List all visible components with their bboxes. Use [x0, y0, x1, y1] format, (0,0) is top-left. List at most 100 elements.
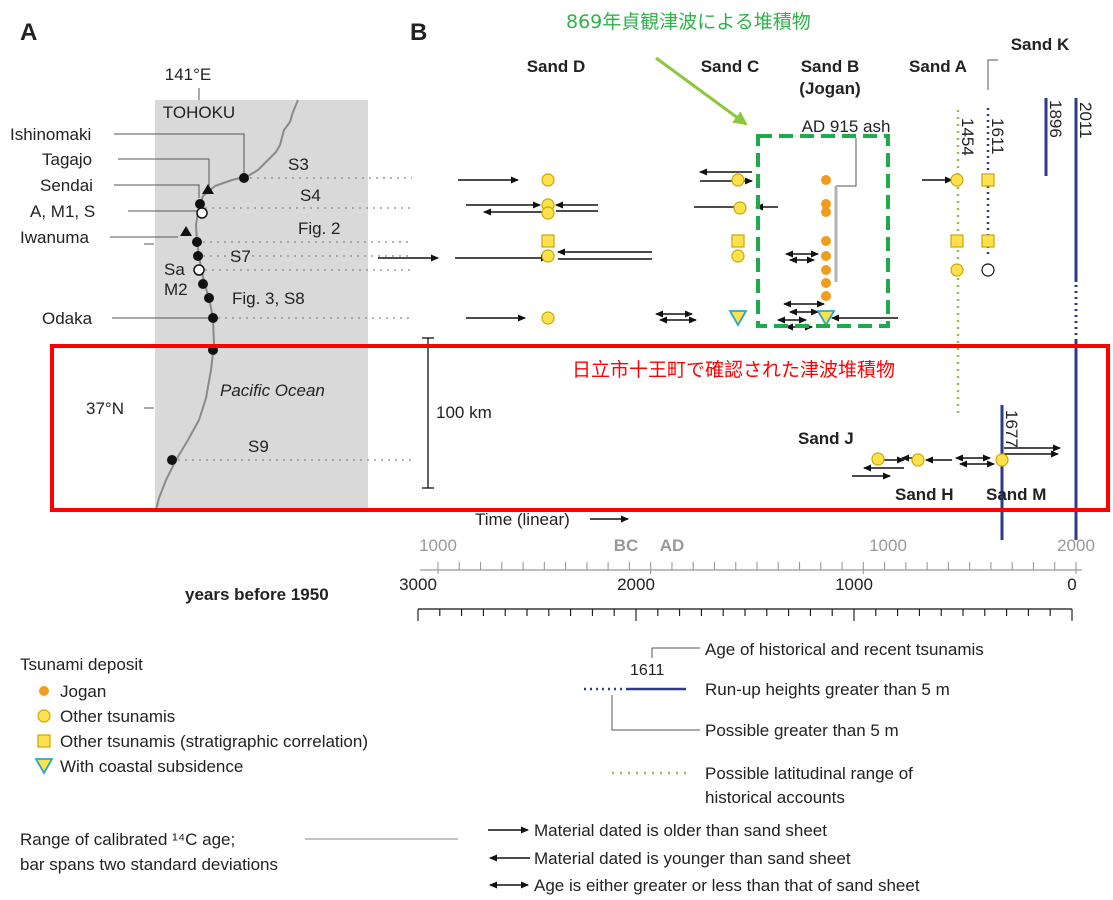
stratigraphic-correlation-deposits — [541, 173, 995, 248]
ocean-label: Pacific Ocean — [220, 381, 325, 400]
site-s9: S9 — [248, 437, 269, 456]
legend-other: Other tsunamis — [60, 707, 175, 726]
year-2011: 2011 — [1076, 102, 1095, 139]
site-marker-a-m1-s — [196, 207, 208, 219]
time-label: Time (linear) — [475, 510, 570, 529]
cal-tick-1000bc: 1000 — [419, 536, 457, 555]
site-marker-s3 — [239, 173, 249, 183]
site-marker-odaka — [208, 313, 218, 323]
sand-k-leader — [987, 59, 998, 90]
region-label: TOHOKU — [163, 103, 235, 122]
cal-tick-ad: AD — [660, 536, 685, 555]
year-1896: 1896 — [1046, 100, 1065, 138]
place-m2: M2 — [164, 280, 188, 299]
green-note: 869年貞観津波による堆積物 — [566, 11, 811, 33]
triangle-marker-tagajo — [202, 184, 214, 194]
legend-either: Age is either greater or less than that … — [534, 876, 920, 895]
legend-age-hist: Age of historical and recent tsunamis — [705, 640, 984, 659]
cal-tick-1000ad: 1000 — [869, 536, 907, 555]
legend-latrange-2: historical accounts — [705, 788, 845, 807]
scale-label: 100 km — [436, 403, 492, 422]
longitude-label: 141°E — [165, 65, 212, 84]
calendar-axis: 1000 BC AD 1000 2000 — [419, 536, 1095, 574]
place-sendai: Sendai — [40, 176, 93, 195]
legend-runup: Run-up heights greater than 5 m — [705, 680, 950, 699]
legend-younger: Material dated is younger than sand shee… — [534, 849, 851, 868]
legend-subsidence-symbol — [34, 758, 54, 775]
legend-jogan: Jogan — [60, 682, 106, 701]
overlay-annotations: 869年貞観津波による堆積物 日立市十王町で確認された津波堆積物 — [50, 11, 1110, 512]
sand-b-sub-label: (Jogan) — [799, 79, 860, 98]
other-tsunami-deposits — [541, 173, 1009, 467]
sand-k-label: Sand K — [1011, 35, 1070, 54]
site-s7: S7 — [230, 247, 251, 266]
sand-j-label: Sand J — [798, 429, 854, 448]
legend-c14-2: bar spans two standard deviations — [20, 855, 278, 874]
place-odaka: Odaka — [42, 309, 93, 328]
panel-b-timeline: B Sand D Sand C Sand B (Jogan) Sand A Sa… — [185, 19, 1095, 621]
legend-possible5: Possible greater than 5 m — [705, 721, 899, 740]
triangle-marker-iwanuma — [180, 226, 192, 236]
panel-a-map: A 141°E TOHOKU Ishinomaki Tagajo Sendai … — [10, 19, 492, 511]
legend-older: Material dated is older than sand sheet — [534, 821, 827, 840]
site-s3: S3 — [288, 155, 309, 174]
site-dotted-lines — [178, 177, 412, 461]
year-1611: 1611 — [988, 118, 1007, 155]
bp-axis-title: years before 1950 — [185, 585, 329, 604]
site-fig2: Fig. 2 — [298, 219, 341, 238]
place-tagajo: Tagajo — [42, 150, 92, 169]
bp-tick-0: 0 — [1067, 575, 1076, 594]
site-s4: S4 — [300, 186, 321, 205]
uncorrelated-deposit — [981, 263, 995, 277]
bp-tick-2000: 2000 — [617, 575, 655, 594]
site-marker-sendai — [195, 199, 205, 209]
place-a-m1-s: A, M1, S — [30, 202, 95, 221]
bp-axis: years before 1950 3000 2000 1000 0 — [185, 575, 1077, 621]
year-1677: 1677 — [1002, 410, 1021, 448]
ash-label: AD 915 ash — [802, 117, 891, 136]
bp-tick-3000: 3000 — [399, 575, 437, 594]
legend-latrange-1: Possible latitudinal range of — [705, 764, 913, 783]
place-sa: Sa — [164, 260, 185, 279]
legend-sample-year: 1611 — [630, 662, 665, 679]
sand-a-label: Sand A — [909, 57, 967, 76]
subsidence-deposit-sand-c — [728, 310, 748, 327]
legend-strat: Other tsunamis (stratigraphic correlatio… — [60, 732, 368, 751]
legend-deposit-title: Tsunami deposit — [20, 655, 143, 674]
sand-c-label: Sand C — [701, 57, 760, 76]
legend-age-leader — [651, 647, 700, 658]
land-shading — [155, 100, 368, 510]
hitachi-highlight-box — [50, 344, 1110, 512]
site-marker-s7 — [193, 251, 203, 261]
leader-tagajo — [118, 158, 210, 186]
legend-jogan-symbol — [39, 686, 49, 696]
site-fig3-s8: Fig. 3, S8 — [232, 289, 305, 308]
site-marker-m2-south — [204, 293, 214, 303]
site-marker-fig2 — [192, 237, 202, 247]
site-marker-m2 — [198, 279, 208, 289]
cal-tick-bc: BC — [614, 536, 639, 555]
place-ishinomaki: Ishinomaki — [10, 125, 91, 144]
legend-strat-symbol — [37, 734, 51, 748]
panel-b-label: B — [410, 19, 427, 46]
panel-a-label: A — [20, 19, 37, 46]
sand-h-label: Sand H — [895, 485, 954, 504]
latitude-label: 37°N — [86, 399, 124, 418]
legend-subsidence: With coastal subsidence — [60, 757, 243, 776]
green-pointer-arrow — [655, 56, 748, 126]
c14-age-arrows — [378, 168, 1061, 480]
place-iwanuma: Iwanuma — [20, 228, 90, 247]
leader-sendai — [114, 184, 200, 198]
leader-ishinomaki — [114, 133, 245, 177]
scale-bar — [422, 337, 434, 489]
coastline — [155, 99, 299, 511]
sand-b-label: Sand B — [801, 57, 860, 76]
legend-other-symbol — [37, 709, 51, 723]
sand-m-label: Sand M — [986, 485, 1046, 504]
bp-tick-1000: 1000 — [835, 575, 873, 594]
legend: Tsunami deposit Jogan Other tsunamis Oth… — [20, 640, 984, 895]
red-note: 日立市十王町で確認された津波堆積物 — [572, 359, 895, 381]
year-1454: 1454 — [958, 118, 977, 156]
jogan-deposits — [821, 175, 831, 301]
